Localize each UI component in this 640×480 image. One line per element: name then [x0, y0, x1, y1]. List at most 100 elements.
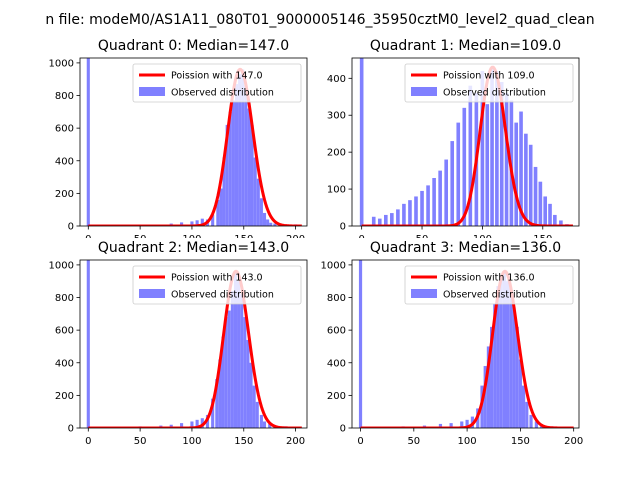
- legend-box: [404, 63, 574, 103]
- quadrant-1-chart: 0501001500100200300400Quadrant 1: Median…: [327, 36, 582, 245]
- histogram-bar: [460, 421, 464, 428]
- histogram-bar: [468, 85, 473, 226]
- histogram-bar: [495, 70, 499, 226]
- histogram-bar: [221, 336, 225, 428]
- chart-title: Quadrant 3: Median=136.0: [370, 240, 561, 256]
- histogram-bar: [266, 219, 270, 226]
- histogram-bar: [450, 141, 455, 226]
- histogram-bar: [493, 304, 497, 428]
- histogram-bar: [462, 107, 467, 226]
- histogram-bar: [211, 214, 215, 226]
- histogram-bar: [224, 317, 228, 428]
- legend-box: [132, 63, 302, 103]
- histogram-bar: [402, 203, 406, 226]
- histogram-bar: [231, 100, 235, 226]
- y-tick-label: 100: [327, 185, 346, 196]
- histogram-bar: [259, 414, 263, 428]
- histogram-bar: [252, 385, 256, 428]
- histogram-bar: [234, 84, 239, 226]
- legend: Poission with 143.0 Observed distribution: [132, 265, 302, 305]
- histogram-bar: [227, 310, 231, 428]
- x-tick-label: 200: [286, 436, 305, 447]
- histogram-bar: [190, 221, 194, 226]
- x-tick-label: 50: [134, 436, 147, 447]
- histogram-bar: [249, 362, 253, 428]
- legend-bar-label: Observed distribution: [443, 290, 546, 301]
- histogram-bar: [426, 185, 430, 226]
- y-tick-label: 400: [327, 74, 346, 85]
- histogram-bar: [553, 214, 557, 226]
- histogram-bar: [521, 385, 526, 428]
- histogram-bar: [180, 423, 184, 428]
- y-tick-label: 800: [55, 293, 74, 304]
- histogram-bar: [502, 271, 506, 428]
- legend-bar-swatch: [139, 87, 165, 96]
- histogram-bar: [222, 157, 226, 226]
- legend-bar-label: Observed distribution: [171, 290, 274, 301]
- histogram-bar: [519, 111, 523, 226]
- y-tick-label: 600: [327, 326, 346, 337]
- y-tick-label: 300: [327, 111, 346, 122]
- histogram-bar: [529, 414, 533, 428]
- histogram-spike-bar: [86, 58, 90, 226]
- y-tick-label: 200: [327, 391, 346, 402]
- histogram-bar: [230, 290, 234, 428]
- histogram-bar: [548, 203, 552, 226]
- histogram-bar: [514, 122, 519, 226]
- histogram-bar: [268, 423, 272, 428]
- legend-bar-swatch: [411, 87, 437, 96]
- y-tick-label: 600: [55, 124, 74, 135]
- legend-box: [132, 265, 302, 305]
- histogram-bar: [233, 271, 238, 428]
- histogram-bar: [195, 220, 199, 226]
- y-tick-label: 400: [55, 156, 74, 167]
- axes-frame: [79, 259, 308, 429]
- legend-line-label: Poission with 109.0: [443, 71, 535, 82]
- histogram-bar: [253, 157, 257, 226]
- histogram-bar: [244, 85, 248, 226]
- histogram-bar: [215, 379, 219, 428]
- histogram-bar: [269, 222, 273, 226]
- y-tick-label: 0: [68, 424, 74, 435]
- histogram-bar: [250, 124, 254, 226]
- histogram-bar: [518, 359, 522, 428]
- histogram-spike-bar: [358, 260, 363, 428]
- histogram-bar: [396, 209, 400, 226]
- histogram-bar: [465, 419, 469, 428]
- y-tick-label: 0: [340, 222, 346, 233]
- legend-line-label: Poission with 136.0: [443, 273, 535, 284]
- histogram-bar: [390, 213, 394, 226]
- y-tick-label: 1000: [49, 58, 74, 69]
- histogram-bar: [456, 122, 461, 226]
- x-tick-label: 100: [458, 436, 477, 447]
- histogram-bar: [524, 133, 528, 226]
- histogram-bar: [528, 144, 533, 226]
- title-backdrop: [77, 238, 310, 256]
- histogram-bar: [444, 159, 448, 226]
- histogram-spike-bar: [86, 260, 90, 428]
- title-backdrop: [349, 36, 582, 54]
- histogram-bar: [486, 346, 491, 428]
- histogram-bar: [169, 424, 173, 428]
- histogram-bar: [211, 398, 215, 428]
- histogram-bar: [383, 214, 388, 226]
- histogram-bar: [515, 326, 519, 428]
- legend-bar-label: Observed distribution: [171, 88, 274, 99]
- histogram-bar: [499, 82, 504, 226]
- y-tick-label: 200: [55, 189, 74, 200]
- histogram-bar: [490, 326, 494, 428]
- y-tick-label: 1000: [321, 260, 346, 271]
- histogram-bar: [543, 196, 548, 226]
- y-tick-label: 400: [55, 358, 74, 369]
- histogram-bar: [256, 178, 260, 226]
- histogram-bar: [533, 166, 538, 226]
- histogram-bar: [200, 418, 204, 428]
- histogram-spike-bar: [359, 58, 364, 226]
- histogram-bar: [525, 401, 529, 428]
- histogram-bar: [408, 200, 412, 226]
- y-tick-label: 400: [327, 358, 346, 369]
- legend: Poission with 136.0 Observed distribution: [404, 265, 574, 305]
- plot-area: [358, 260, 575, 428]
- y-tick-label: 600: [55, 326, 74, 337]
